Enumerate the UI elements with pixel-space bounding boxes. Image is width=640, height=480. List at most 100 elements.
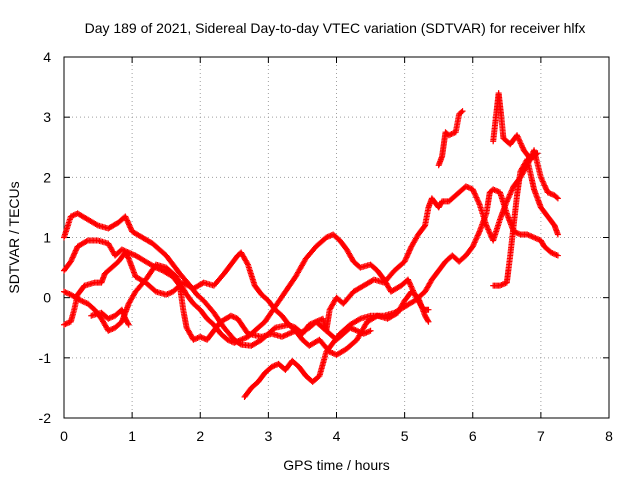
data-point (228, 338, 235, 345)
y-axis-label: SDTVAR / TECUs (6, 181, 22, 293)
data-point (532, 235, 539, 242)
data-point (539, 178, 546, 185)
data-point (491, 186, 498, 193)
data-point (525, 232, 532, 239)
x-tick-label: 5 (401, 428, 409, 444)
data-point (449, 130, 456, 137)
data-point (326, 233, 333, 240)
data-point (470, 240, 477, 247)
data-point (424, 317, 431, 324)
data-point (197, 333, 204, 340)
data-point (550, 250, 557, 257)
data-point (127, 224, 134, 231)
data-point (288, 322, 295, 329)
data-point (465, 184, 472, 191)
data-point (67, 213, 74, 220)
data-point (289, 323, 296, 330)
x-tick-label: 2 (196, 428, 204, 444)
data-point (285, 330, 292, 337)
data-point (70, 212, 77, 219)
data-point (404, 251, 411, 258)
data-point (106, 315, 113, 322)
data-point (72, 248, 79, 255)
data-point (513, 229, 520, 236)
data-point (239, 336, 246, 343)
data-point (310, 319, 317, 326)
data-point (471, 239, 478, 246)
data-point (469, 186, 476, 193)
data-point (62, 321, 69, 328)
data-point (509, 186, 516, 193)
data-point (109, 313, 116, 320)
data-point (329, 350, 336, 357)
data-point (469, 243, 476, 250)
data-point (351, 326, 358, 333)
data-point (80, 298, 87, 305)
data-point (526, 232, 533, 239)
data-point (235, 337, 242, 344)
y-tick-label: 2 (43, 169, 51, 185)
data-point (199, 334, 206, 341)
data-point (236, 337, 243, 344)
data-point (270, 363, 277, 370)
data-point (425, 318, 432, 325)
data-point (313, 318, 320, 325)
data-point (193, 335, 200, 342)
data-point (467, 185, 474, 192)
data-point (126, 223, 133, 230)
data-point (402, 255, 409, 262)
data-point (505, 195, 512, 202)
data-point (409, 287, 416, 294)
data-point (539, 177, 546, 184)
data-point (229, 313, 236, 320)
data-point (464, 183, 471, 190)
data-point (363, 329, 370, 336)
data-point (63, 289, 70, 296)
tick-labels: 0 1 2 3 4 5 6 7 8 -2 -1 0 1 2 3 4 (39, 49, 614, 444)
data-point (492, 187, 499, 194)
data-point (458, 109, 465, 116)
data-point (470, 187, 477, 194)
series-satellite-track-3 (61, 147, 561, 337)
data-point (280, 333, 287, 340)
data-point (71, 250, 78, 257)
data-point (65, 290, 72, 297)
data-point (128, 250, 135, 257)
data-point (517, 139, 524, 146)
data-point (554, 195, 561, 202)
data-point (125, 321, 132, 328)
data-point (308, 320, 315, 327)
data-point (69, 255, 76, 262)
x-tick-label: 4 (333, 428, 341, 444)
data-point (124, 218, 131, 225)
data-point (472, 236, 479, 243)
data-point (105, 327, 112, 334)
data-point (402, 257, 409, 264)
data-point (281, 332, 288, 339)
data-point (487, 230, 494, 237)
data-point (472, 191, 479, 198)
series-satellite-track-9 (490, 90, 541, 163)
data-point (76, 296, 83, 303)
data-point (287, 322, 294, 329)
data-point (408, 283, 415, 290)
data-point (516, 137, 523, 144)
data-point (498, 282, 505, 289)
data-point (445, 132, 452, 139)
data-point (506, 192, 513, 199)
data-point (475, 231, 482, 238)
data-point (554, 231, 561, 238)
data-point (538, 175, 545, 182)
data-point (67, 258, 74, 265)
data-point (285, 321, 292, 328)
data-point (231, 314, 238, 321)
data-point (279, 333, 285, 340)
data-point (475, 229, 482, 236)
data-point (497, 282, 503, 289)
data-point (421, 223, 428, 230)
data-point (231, 339, 238, 346)
data-point (485, 226, 492, 233)
data-point (533, 151, 540, 158)
data-point (537, 174, 544, 181)
